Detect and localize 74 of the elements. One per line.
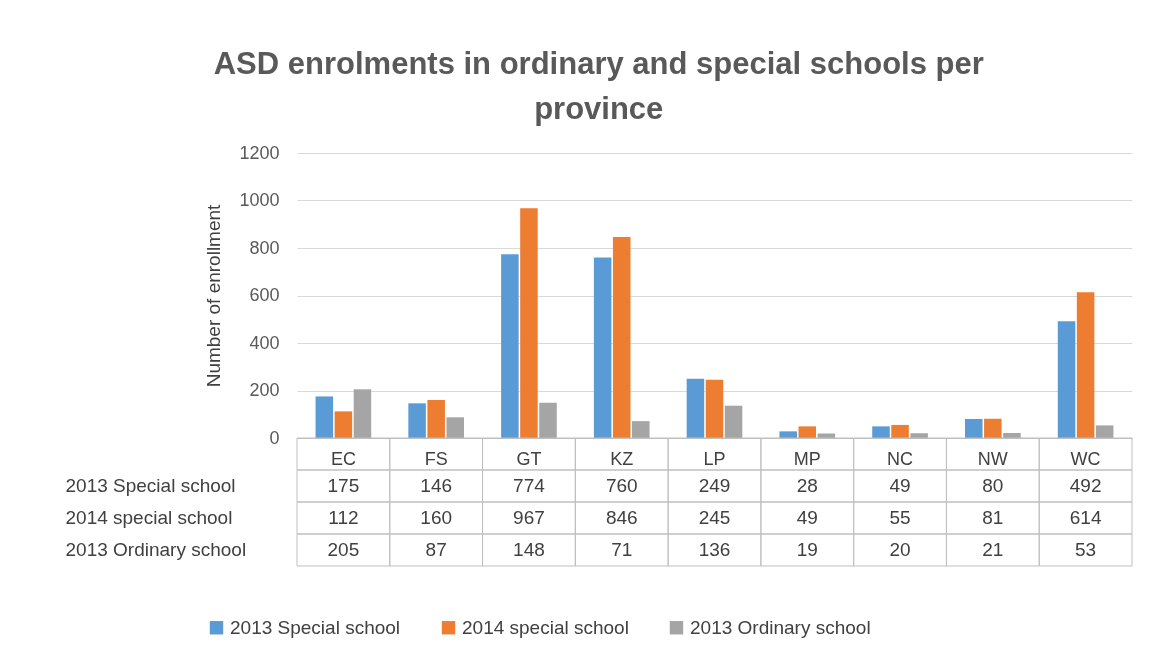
bar <box>593 257 612 438</box>
bar <box>539 402 557 438</box>
bar <box>427 400 445 438</box>
data-label: 20 <box>889 539 911 560</box>
data-label: 81 <box>982 507 1004 528</box>
data-label: 80 <box>982 475 1004 496</box>
data-label: 136 <box>698 539 731 560</box>
bar <box>520 208 538 438</box>
y-tick-label: 1200 <box>239 142 280 163</box>
bar <box>798 426 817 438</box>
data-label: 846 <box>605 507 638 528</box>
x-tick-label: WC <box>1070 448 1101 469</box>
y-tick-label: 800 <box>249 237 280 258</box>
data-label: 49 <box>796 507 818 528</box>
data-label: 28 <box>796 475 818 496</box>
bar <box>612 237 631 438</box>
bar <box>1057 321 1076 438</box>
text: 2014 special school <box>65 507 233 528</box>
bar <box>315 396 334 438</box>
data-label: 87 <box>425 539 447 560</box>
x-tick-label: KZ <box>610 448 634 469</box>
x-tick-label: EC <box>330 448 356 469</box>
x-tick-label: FS <box>424 448 448 469</box>
legend-label: 2013 Ordinary school <box>690 616 871 638</box>
bar <box>353 389 372 438</box>
x-tick-label: NW <box>977 448 1008 469</box>
data-label: 21 <box>982 539 1004 560</box>
chart-title: ASD enrolments in ordinary and special schools per province <box>213 46 984 126</box>
data-label: 49 <box>889 475 911 496</box>
data-label: 148 <box>513 539 545 560</box>
bar <box>1076 292 1095 438</box>
data-label: 967 <box>513 507 545 528</box>
bar <box>965 419 983 438</box>
data-label: 760 <box>605 475 638 496</box>
data-label: 175 <box>327 475 360 496</box>
data-label: 160 <box>420 507 453 528</box>
data-label: 112 <box>328 507 359 528</box>
y-tick-label: 600 <box>249 285 280 305</box>
data-label: 53 <box>1075 539 1097 560</box>
data-label: 492 <box>1069 475 1102 496</box>
y-tick-label: 0 <box>269 427 280 448</box>
data-label: 55 <box>889 507 911 528</box>
bar <box>724 405 743 438</box>
y-tick-label: 1000 <box>239 190 280 210</box>
bar <box>872 426 890 438</box>
x-tick-label: GT <box>516 448 542 469</box>
bar <box>984 418 1002 438</box>
x-tick-label: MP <box>793 448 821 469</box>
bar <box>446 417 464 438</box>
bar <box>686 378 705 438</box>
y-tick-label: 200 <box>249 380 280 400</box>
legend-label: 2014 special school <box>462 616 629 638</box>
x-tick-label: NC <box>887 448 914 469</box>
y-axis-title: Number of enrollment <box>202 203 224 388</box>
bar <box>705 379 724 438</box>
data-label: 205 <box>327 539 360 560</box>
data-label: 71 <box>611 539 633 560</box>
bar <box>891 424 909 438</box>
x-tick-label: LP <box>703 448 726 469</box>
text: 2013 Ordinary school <box>65 539 247 560</box>
data-label: 19 <box>796 539 818 560</box>
bar <box>632 421 650 438</box>
data-label: 245 <box>698 507 731 528</box>
legend-label: 2013 Special school <box>230 616 401 638</box>
y-tick-label: 400 <box>249 332 280 353</box>
bar <box>334 411 353 438</box>
data-label: 146 <box>420 475 453 496</box>
bar <box>408 403 426 438</box>
data-label: 249 <box>698 475 731 496</box>
data-label: 774 <box>513 475 546 496</box>
text: 2013 Special school <box>65 475 236 496</box>
data-label: 614 <box>1069 507 1102 528</box>
bar <box>501 254 519 438</box>
bar <box>1095 425 1114 438</box>
